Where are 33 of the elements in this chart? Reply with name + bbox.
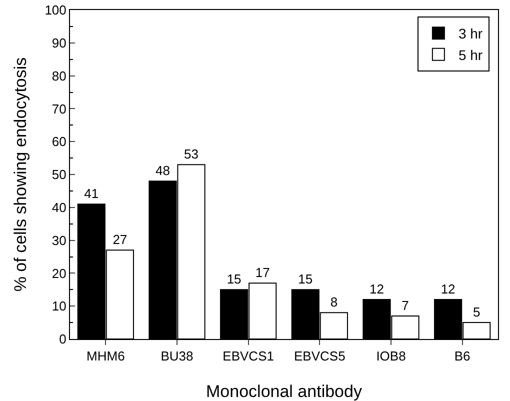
y-tick-label: 30 (52, 232, 66, 248)
y-tick-label: 100 (44, 2, 66, 18)
data-label: 27 (112, 232, 128, 248)
y-tick-label: 10 (52, 298, 66, 314)
y-tick-label: 80 (52, 68, 66, 84)
y-tick-label: 70 (52, 101, 66, 116)
x-tick-label: MHM6 (86, 348, 125, 364)
y-tick-label: 40 (52, 200, 66, 215)
y-tick-label: 0 (59, 332, 66, 347)
data-label: 12 (440, 282, 456, 297)
data-label: 48 (156, 163, 170, 178)
x-tick-label: IOB8 (376, 348, 406, 364)
legend-label: 3 hr (458, 26, 483, 42)
data-label: 12 (370, 282, 384, 297)
y-tick-label: 60 (52, 134, 66, 150)
y-axis-title: % of cells showing endocytosis (11, 57, 30, 292)
x-tick-label: BU38 (160, 348, 194, 364)
data-label: 15 (226, 272, 242, 287)
data-label: 41 (84, 186, 99, 202)
x-tick-label: EBVCS5 (294, 348, 346, 364)
x-axis-title: Monoclonal antibody (206, 382, 362, 401)
data-label: 7 (402, 298, 409, 313)
data-label: 17 (255, 265, 270, 280)
x-tick-label: EBVCS1 (222, 348, 274, 364)
y-tick-label: 50 (52, 167, 66, 182)
data-label: 53 (184, 146, 198, 162)
y-tick-label: 90 (52, 35, 66, 50)
x-tick-label: B6 (454, 348, 470, 364)
data-label: 15 (298, 272, 313, 287)
data-label: 8 (330, 294, 338, 310)
y-tick-label: 20 (52, 266, 66, 281)
legend-label: 5 hr (458, 46, 483, 63)
data-label: 5 (472, 304, 480, 320)
